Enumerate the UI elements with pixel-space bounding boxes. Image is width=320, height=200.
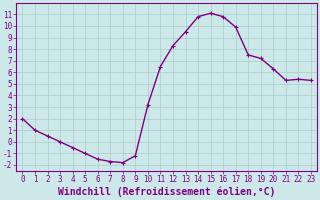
X-axis label: Windchill (Refroidissement éolien,°C): Windchill (Refroidissement éolien,°C) xyxy=(58,187,276,197)
